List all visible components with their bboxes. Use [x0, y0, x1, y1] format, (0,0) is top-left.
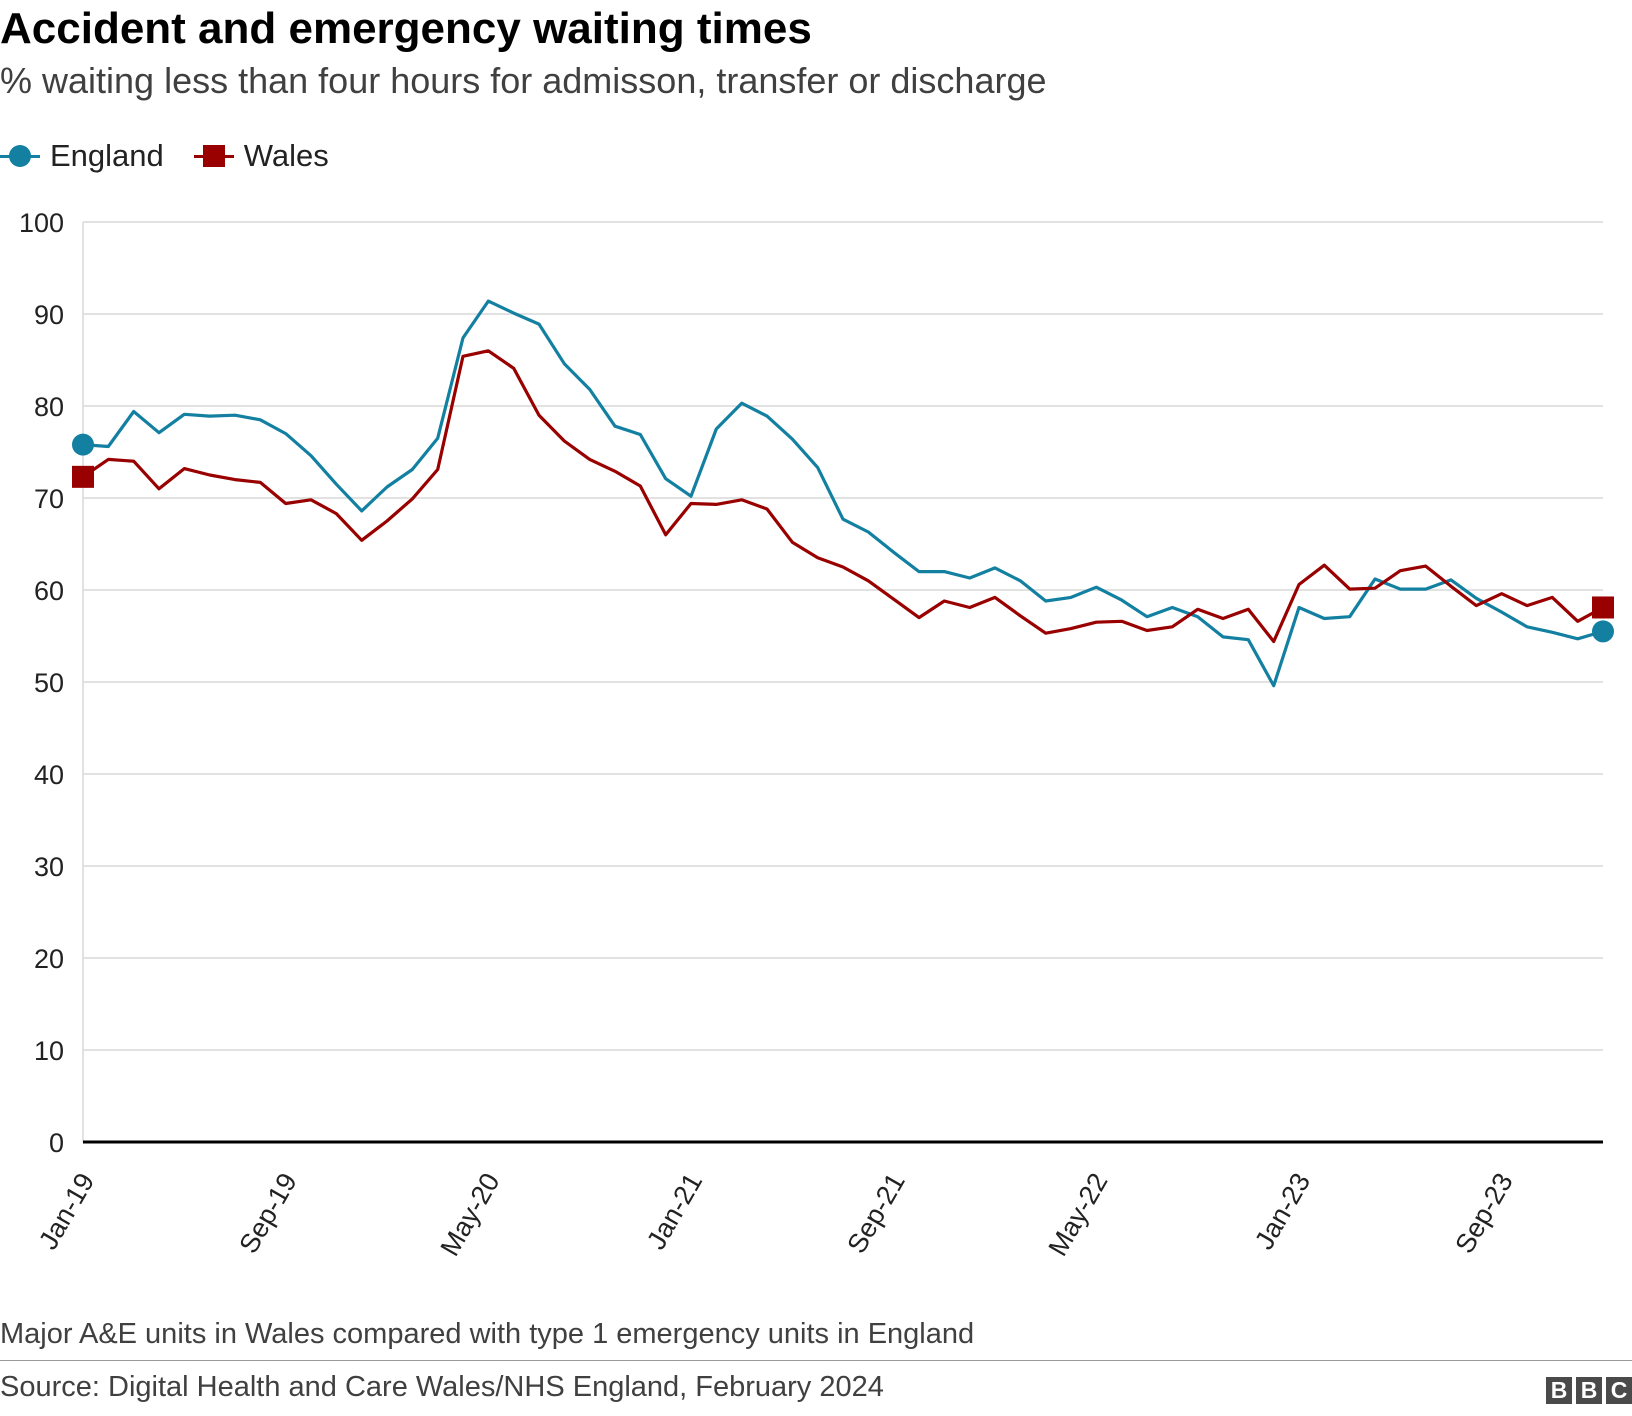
y-tick-label: 80	[34, 392, 64, 422]
point-marker-wales	[1592, 596, 1614, 619]
bbc-logo: B B C	[1546, 1377, 1632, 1404]
footnote: Major A&E units in Wales compared with t…	[0, 1318, 975, 1350]
legend-item-england: England	[0, 138, 164, 174]
x-tick-label: Jan-19	[33, 1168, 100, 1255]
x-tick-group: Jan-21	[641, 1168, 708, 1255]
point-marker-england	[72, 433, 94, 456]
y-tick-label: 10	[34, 1036, 64, 1066]
line-chart: 0 10 20 30 40 50 60 70 80 90 100 Jan-19 Sep-19 May-20…	[19, 208, 1614, 1261]
x-tick-label: Sep-23	[1449, 1168, 1519, 1258]
x-tick-group: Sep-23	[1449, 1168, 1519, 1258]
y-tick-label: 50	[34, 668, 64, 698]
x-tick-group: Sep-19	[233, 1168, 303, 1258]
chart-subtitle: % waiting less than four hours for admis…	[0, 60, 1047, 101]
legend-label-wales: Wales	[243, 138, 329, 173]
legend: England Wales	[0, 136, 359, 176]
y-tick-label: 70	[34, 484, 64, 514]
x-tick-group: May-20	[435, 1168, 506, 1261]
series-line-wales	[82, 349, 1604, 644]
x-tick-label: May-20	[435, 1168, 506, 1261]
logo-letter: C	[1606, 1377, 1632, 1404]
source-text: Source: Digital Health and Care Wales/NH…	[0, 1371, 884, 1403]
x-tick-group: Jan-19	[33, 1168, 100, 1255]
wales-marker-icon	[193, 141, 234, 171]
logo-letter: B	[1576, 1377, 1602, 1404]
y-tick-label: 60	[34, 576, 64, 606]
y-tick-label: 100	[19, 208, 64, 238]
y-tick-label: 20	[34, 944, 64, 974]
x-tick-label: Sep-21	[841, 1168, 911, 1258]
x-tick-group: Jan-23	[1249, 1168, 1316, 1255]
x-tick-label: Jan-23	[1249, 1168, 1316, 1255]
y-tick-label: 30	[34, 852, 64, 882]
england-marker-icon	[0, 141, 40, 171]
logo-letter: B	[1546, 1377, 1572, 1404]
series-line-england	[82, 299, 1604, 688]
chart-title: Accident and emergency waiting times	[0, 4, 812, 53]
point-marker-wales	[72, 465, 94, 488]
y-tick-label: 90	[34, 300, 64, 330]
x-tick-label: Sep-19	[233, 1168, 303, 1258]
footer-divider	[0, 1360, 1632, 1361]
y-tick-label: 40	[34, 760, 64, 790]
y-tick-label: 0	[49, 1128, 64, 1158]
legend-label-england: England	[50, 138, 164, 173]
point-marker-england	[1592, 620, 1614, 643]
x-tick-label: May-22	[1043, 1168, 1114, 1261]
x-tick-group: Sep-21	[841, 1168, 911, 1258]
legend-item-wales: Wales	[193, 138, 329, 174]
x-tick-group: May-22	[1043, 1168, 1114, 1261]
x-tick-label: Jan-21	[641, 1168, 708, 1255]
